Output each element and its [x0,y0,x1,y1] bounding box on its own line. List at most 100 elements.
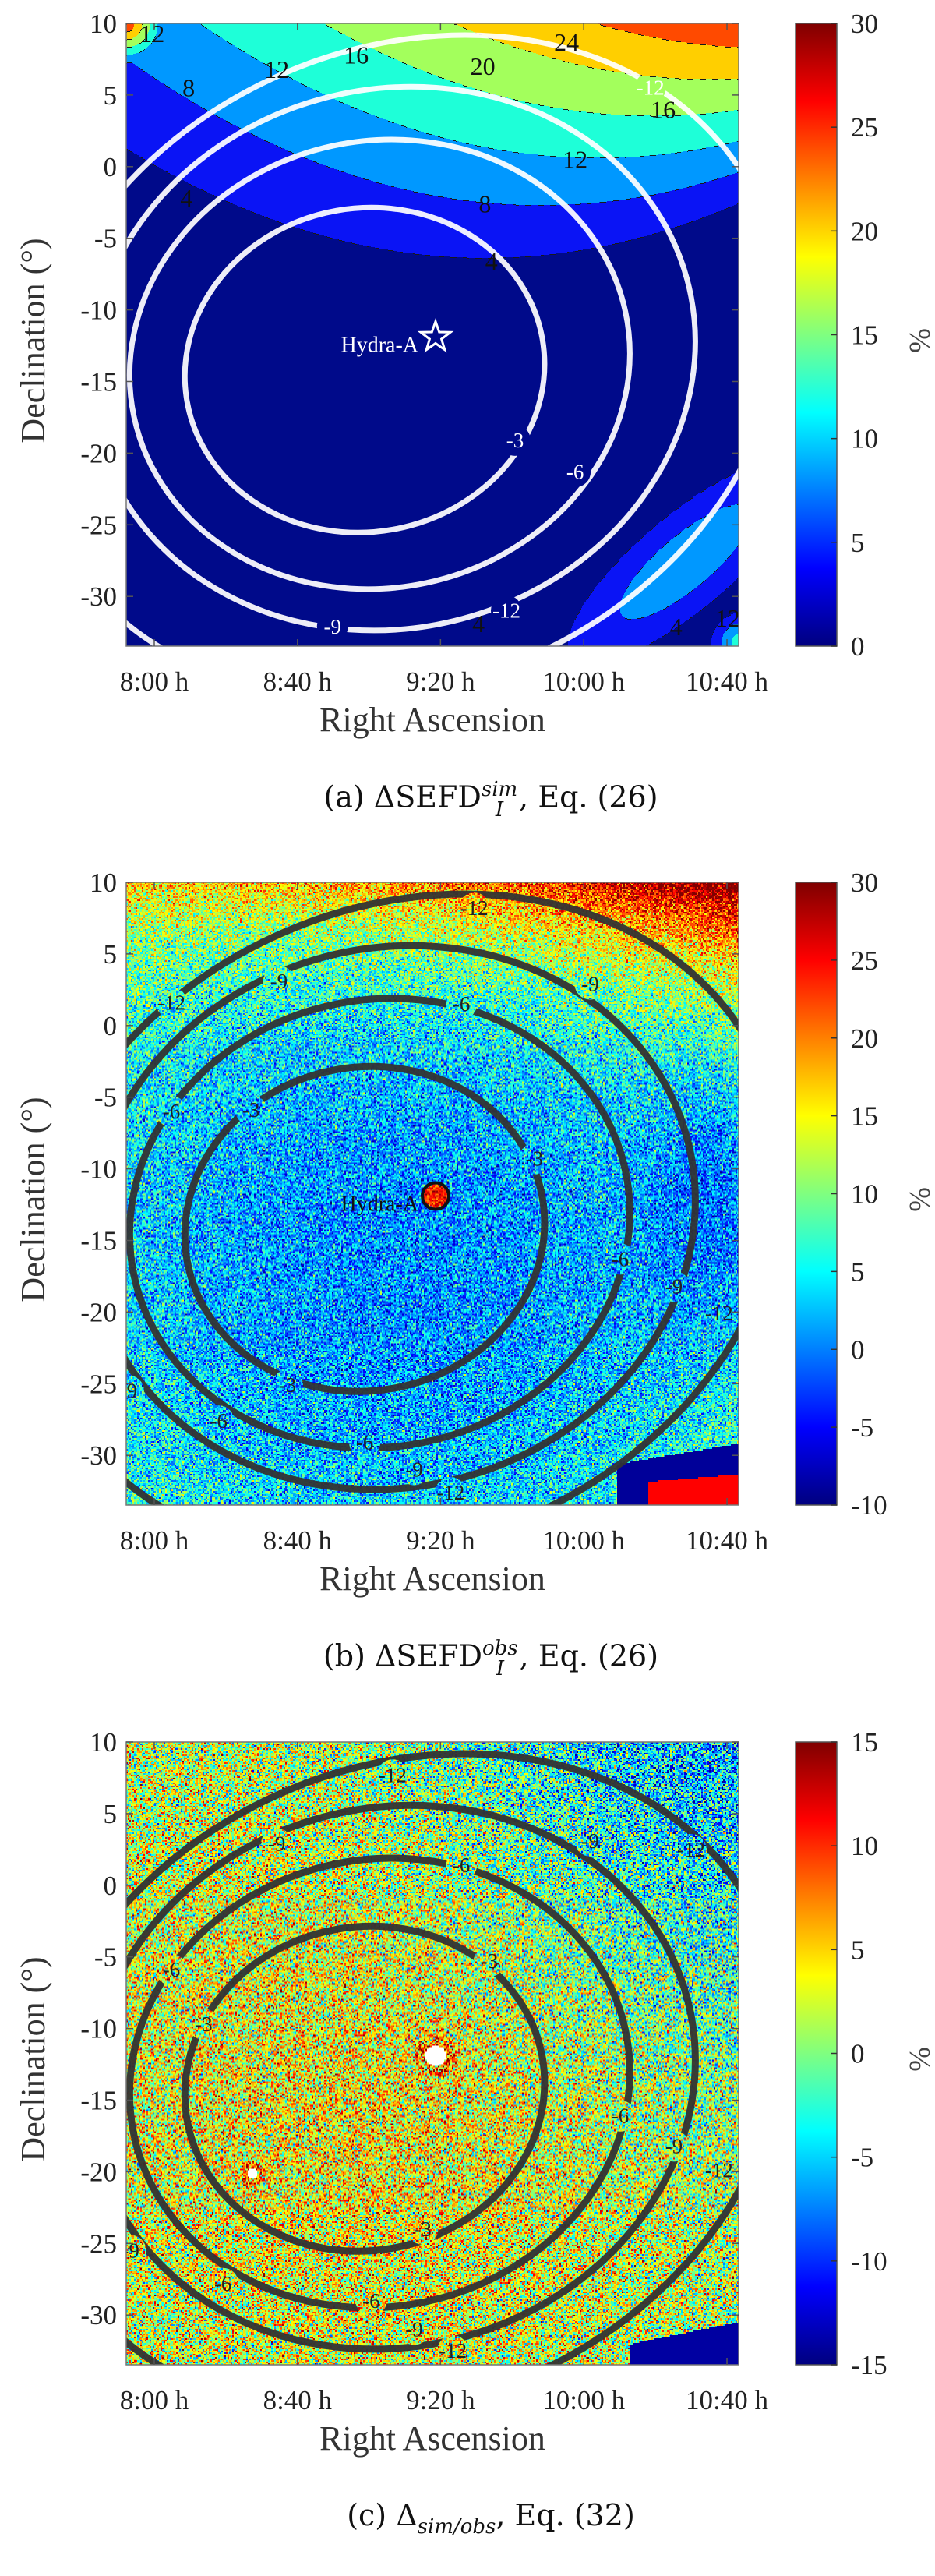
contour-label: -12 [436,1481,464,1504]
colorbar-tick-label: 10 [851,1831,878,1861]
caption-subscript: I [496,1657,504,1680]
contour-ring-9 [126,1801,699,2353]
contour-label: -12 [492,599,520,623]
contour-label: -9 [581,1829,599,1853]
colorbar-tick-label: 30 [851,868,878,898]
colorbar-tick-label: 30 [851,9,878,39]
colorbar-tick-label: -15 [851,2350,887,2380]
panel-c: -12 -12 -9 -9 -6 -3 -6 -3 -6 -9 -12 -3 -9 -6 -6 -9 -12 8:… [0,1719,935,2576]
contour-label: -12 [379,1763,407,1786]
y-tick-label: -5 [94,1942,117,1973]
caption-subscript: I [495,798,504,822]
x-tick-label: 8:00 h [120,1525,189,1556]
filled-contour-label: 8 [478,190,491,218]
panel-b: -12 -9 -9 -12 -6 -6 -3 -3 -6 -9 -12 -9 -3 -6 -6 -9 -12 Hy… [0,859,935,1716]
contour-label: -9 [665,2134,683,2157]
contour-label: -3 [526,1147,544,1171]
colorbar-tick-label: 5 [851,528,865,558]
y-tick-label: -30 [80,2300,117,2330]
colorbar-tick-label: 0 [851,1334,865,1365]
contour-lines: -12 -12 -9 -9 -6 -3 -6 -3 -6 -9 -12 -3 -9 -6 -6 -9 -12 [126,1750,739,2365]
filled-contour-label: 12 [264,55,289,83]
heatmap-image [126,882,739,1505]
y-tick-label: -25 [80,1369,117,1399]
plot-frame [125,1741,739,2366]
contour-ring-3 [182,204,548,535]
star-icon [417,317,454,353]
source-label: Hydra-A [341,334,419,358]
colorbar-label: % [903,2047,935,2072]
caption-suffix: , Eq. (26) [519,1638,659,1673]
contour-label: -6 [356,1431,374,1454]
contour-label: -12 [705,2159,733,2182]
colorbar-tick-label: -5 [851,2143,873,2173]
heatmap-image [126,23,739,646]
filled-contour-label: 16 [651,95,676,123]
y-tick-label: -20 [80,2157,117,2187]
caption-scripts: obs I [482,1638,518,1679]
y-tick-label: -20 [80,438,117,468]
y-tick-label: 5 [104,1799,118,1829]
colorbar-tick-label: 5 [851,1935,865,1965]
contour-label: -3 [414,2217,432,2241]
caption-scripts: sim I [482,779,517,820]
y-tick-label: -25 [80,2228,117,2259]
colorbar-tick-label: -5 [851,1412,873,1443]
contour-label: -12 [705,1302,733,1325]
contour-ring-3 [181,1062,549,1395]
contour-label: -6 [210,1409,228,1433]
colorbar-tick-label: 10 [851,1179,878,1210]
colorbar [795,23,838,647]
y-tick-label: 5 [104,80,118,111]
x-tick-label: 8:00 h [120,2385,189,2415]
contour-label: -6 [214,2272,232,2295]
contour-label: -6 [163,1100,181,1123]
x-tick-label: 8:40 h [263,666,333,697]
y-tick-label: -5 [94,224,117,254]
colorbar-tick-label: 15 [851,1101,878,1132]
x-axis-label: Right Ascension [319,2419,545,2458]
y-tick-label: -20 [80,1297,117,1327]
contour-ring-6 [126,136,633,592]
contour-ring-3 [181,1922,549,2255]
x-tick-label: 8:40 h [263,1525,333,1556]
colorbar-tick-label: 10 [851,424,878,454]
source-circle-marker [421,1181,451,1211]
contour-label: -9 [581,972,599,995]
y-tick-label: 0 [104,1011,118,1041]
x-tick-label: 10:40 h [686,2385,768,2415]
x-axis-label: Right Ascension [319,1560,545,1598]
filled-contour-label: 20 [471,52,496,80]
colorbar-tick-label: 25 [851,945,878,976]
contour-label: -9 [270,970,288,993]
x-tick-label: 10:00 h [542,666,625,697]
colorbar-label: % [903,1187,935,1212]
caption-superscript: sim [481,778,518,801]
filled-contour-label: 16 [344,41,369,69]
x-tick-label: 8:40 h [263,2385,333,2415]
contour-ring-12 [126,1750,739,2365]
x-tick-label: 10:40 h [686,1525,768,1556]
source-label: Hydra-A [341,1193,419,1217]
filled-contour-label: 4 [180,184,192,212]
filled-contour-label: 24 [554,28,579,56]
filled-contour-label: 4 [485,247,498,275]
contour-lines: -3 -6 -9 -12 -12 12 12 16 20 24 8 16 12 8 4 4 4 4 12 [126,23,739,646]
contour-label: -12 [157,991,185,1014]
contour-label: -12 [677,1838,705,1861]
x-tick-label: 9:20 h [406,1525,475,1556]
contour-label: -6 [362,2289,380,2313]
panel-a: -3 -6 -9 -12 -12 12 12 16 20 24 8 16 12 8 4 4 4 4 12 Hydra-… [0,0,935,857]
filled-contour-label: 8 [182,74,195,102]
colorbar-tick-label: 15 [851,1727,878,1758]
y-axis-label: Declination (°) [14,1097,52,1302]
y-tick-label: 10 [90,868,117,898]
contour-label: -6 [453,992,471,1016]
colorbar-tick-label: 20 [851,1023,878,1054]
caption: (b) ΔSEFD obs I, Eq. (26) [0,1638,935,1679]
contour-ring-9 [126,942,699,1493]
y-tick-label: 0 [104,152,118,182]
caption-prefix: (b) ΔSEFD [323,1638,483,1673]
colorbar-tick-label: 20 [851,216,878,246]
colorbar-tick-label: -10 [851,1490,887,1521]
